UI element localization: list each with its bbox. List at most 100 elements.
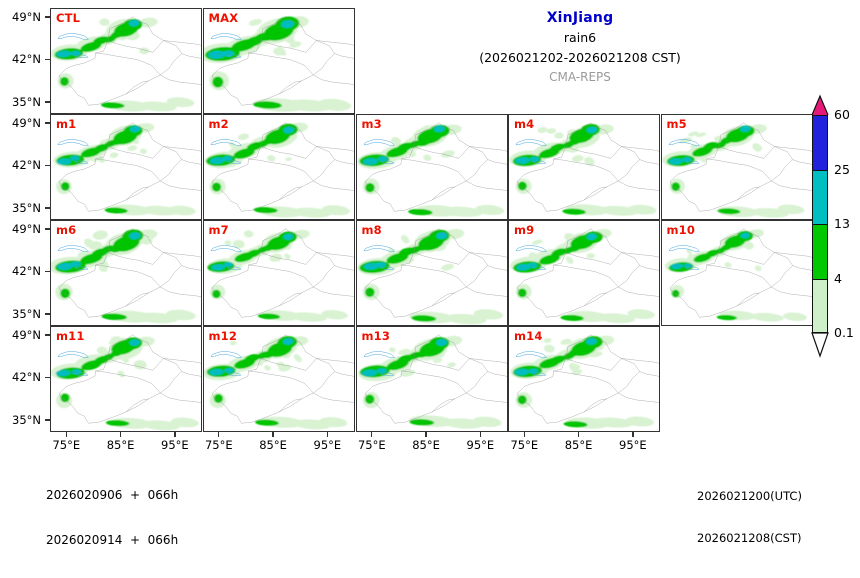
map-panel-m9[interactable]: m9 bbox=[508, 220, 660, 326]
y-axis-label: 35°N bbox=[12, 200, 41, 215]
map-canvas-m2 bbox=[204, 115, 354, 219]
x-axis-tick bbox=[326, 432, 328, 437]
colorbar: 60 25 13 4 0.1 bbox=[811, 94, 854, 358]
panel-label-m11: m11 bbox=[56, 329, 85, 343]
map-canvas-m3 bbox=[356, 115, 507, 219]
x-axis-label: 75°E bbox=[357, 438, 386, 452]
footer-left-line2: 2026020914 + 066h bbox=[46, 533, 179, 547]
panel-label-m5: m5 bbox=[666, 117, 687, 131]
map-canvas-m12 bbox=[203, 327, 354, 431]
x-axis-label: 95°E bbox=[619, 438, 647, 452]
y-axis-tick bbox=[45, 122, 50, 124]
map-canvas-m11 bbox=[51, 327, 201, 431]
colorbar-extend-bottom bbox=[811, 332, 829, 358]
figure-header: XinJiang rain6 (2026021202-2026021208 CS… bbox=[420, 8, 740, 86]
y-axis-label: 49°N bbox=[12, 10, 41, 25]
panel-label-m9: m9 bbox=[514, 223, 535, 237]
y-axis-tick bbox=[45, 16, 50, 18]
panel-label-m6: m6 bbox=[56, 223, 77, 237]
x-axis-label: 85°E bbox=[259, 438, 287, 452]
map-panel-m3[interactable]: m3 bbox=[355, 114, 508, 220]
panel-label-m1: m1 bbox=[56, 117, 77, 131]
y-axis-label: 42°N bbox=[12, 158, 41, 173]
map-canvas-ctl bbox=[51, 9, 201, 113]
x-axis-tick bbox=[218, 432, 220, 437]
panel-label-m12: m12 bbox=[208, 329, 238, 343]
map-panel-m8[interactable]: m8 bbox=[355, 220, 508, 326]
x-axis-tick bbox=[119, 432, 122, 437]
x-axis-label: 75°E bbox=[204, 438, 233, 452]
y-axis-label: 35°N bbox=[12, 94, 41, 109]
x-axis-label: 95°E bbox=[466, 438, 495, 452]
map-panel-m5[interactable]: m5 bbox=[660, 114, 813, 220]
y-axis-tick bbox=[45, 164, 50, 167]
map-panel-m2[interactable]: m2 bbox=[202, 114, 355, 220]
footer-right-line1: 2026021200(UTC) bbox=[697, 489, 802, 503]
panel-label-m7: m7 bbox=[208, 223, 229, 237]
colorbar-band-13-25 bbox=[812, 169, 828, 224]
y-axis-label: 42°N bbox=[12, 52, 41, 67]
panel-label-max: MAX bbox=[208, 11, 239, 25]
y-axis-tick bbox=[45, 313, 50, 315]
y-axis-tick bbox=[45, 270, 50, 273]
map-canvas-m1 bbox=[51, 115, 201, 219]
map-canvas-m8 bbox=[356, 221, 507, 325]
map-canvas-m10 bbox=[662, 221, 812, 325]
map-panel-ctl[interactable]: CTL bbox=[50, 8, 202, 114]
map-canvas-m5 bbox=[661, 115, 812, 219]
y-axis-label: 49°N bbox=[12, 328, 41, 343]
y-axis-tick bbox=[45, 207, 50, 209]
map-canvas-max bbox=[203, 9, 354, 113]
map-panel-m6[interactable]: m6 bbox=[50, 220, 202, 326]
y-axis-tick bbox=[45, 334, 50, 336]
colorbar-tick-label: 25 bbox=[834, 161, 850, 177]
footer-right: 2026021200(UTC) 2026021208(CST) bbox=[697, 461, 802, 573]
x-axis-label: 85°E bbox=[412, 438, 440, 452]
y-axis-label: 49°N bbox=[12, 116, 41, 131]
y-axis-label: 35°N bbox=[12, 412, 41, 427]
colorbar-band-25-60 bbox=[812, 115, 828, 170]
colorbar-tick-label: 60 bbox=[834, 107, 850, 122]
map-canvas-m7 bbox=[204, 221, 354, 325]
footer-left-line1: 2026020906 + 066h bbox=[46, 488, 179, 502]
panel-label-ctl: CTL bbox=[56, 11, 81, 25]
variable-name: rain6 bbox=[563, 30, 597, 45]
map-canvas-m13 bbox=[357, 327, 507, 431]
colorbar-band-4-13 bbox=[812, 224, 828, 279]
map-panel-m13[interactable]: m13 bbox=[355, 326, 508, 432]
figure-root: XinJiang rain6 (2026021202-2026021208 CS… bbox=[12, 8, 854, 547]
map-panel-m11[interactable]: m11 bbox=[50, 326, 202, 432]
footer-left: 2026020906 + 066h 2026020914 + 066h bbox=[46, 458, 178, 578]
map-panel-max[interactable]: MAX bbox=[202, 8, 355, 114]
map-panel-m12[interactable]: m12 bbox=[202, 326, 355, 432]
y-axis-tick bbox=[45, 101, 50, 103]
colorbar-extend-top-outline bbox=[811, 94, 829, 116]
y-axis-label: 35°N bbox=[12, 306, 41, 321]
map-canvas-m9 bbox=[509, 221, 659, 325]
colorbar-tick-label: 13 bbox=[834, 216, 850, 231]
y-axis-label: 49°N bbox=[12, 222, 41, 237]
y-axis-tick bbox=[45, 58, 50, 61]
colorbar-band-0.1-4 bbox=[812, 278, 828, 333]
x-axis-tick bbox=[174, 432, 176, 437]
x-axis-tick bbox=[425, 432, 427, 437]
y-axis-tick bbox=[45, 376, 50, 379]
panel-label-m2: m2 bbox=[208, 117, 229, 131]
y-axis-label: 42°N bbox=[12, 264, 41, 279]
x-axis-tick bbox=[371, 432, 373, 437]
x-axis-tick bbox=[479, 432, 481, 437]
panel-label-m4: m4 bbox=[514, 117, 535, 131]
panel-label-m8: m8 bbox=[361, 223, 382, 237]
map-panel-m1[interactable]: m1 bbox=[50, 114, 202, 220]
map-panel-m14[interactable]: m14 bbox=[508, 326, 660, 432]
page-title: XinJiang bbox=[546, 10, 614, 26]
map-panel-m4[interactable]: m4 bbox=[508, 114, 660, 220]
panel-label-m10: m10 bbox=[666, 223, 696, 237]
x-axis-tick bbox=[272, 432, 274, 437]
map-canvas-m4 bbox=[509, 115, 659, 219]
panel-label-m13: m13 bbox=[361, 329, 391, 343]
y-axis-tick bbox=[45, 419, 50, 421]
colorbar-extend-top bbox=[812, 96, 828, 115]
x-axis-label: 95°E bbox=[313, 438, 342, 452]
map-panel-m7[interactable]: m7 bbox=[202, 220, 355, 326]
